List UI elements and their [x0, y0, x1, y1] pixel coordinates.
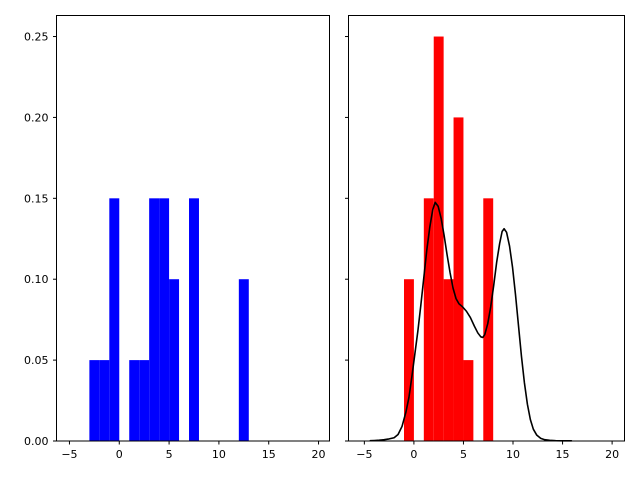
histogram-bar	[169, 279, 180, 441]
x-tick-label: 5	[166, 448, 173, 461]
x-tick-label: 15	[262, 448, 276, 461]
histogram-bar	[99, 360, 110, 441]
kde-curve	[369, 201, 573, 442]
y-tick-label: 0.15	[24, 192, 49, 205]
y-tick-label: 0.20	[24, 111, 49, 124]
histogram-bar	[129, 360, 140, 441]
histogram-bar	[89, 360, 100, 441]
x-tick-label: 20	[312, 448, 326, 461]
axes-frame	[348, 15, 625, 442]
histogram-bar	[433, 36, 444, 441]
y-tick-label: 0.00	[24, 435, 49, 448]
x-tick-label: −5	[61, 448, 77, 461]
histogram-bar	[238, 279, 249, 441]
x-tick-label: 0	[116, 448, 123, 461]
x-tick-label: 10	[212, 448, 226, 461]
histogram-bar	[159, 198, 170, 441]
x-tick-label: 10	[506, 448, 520, 461]
y-tick-label: 0.25	[24, 31, 49, 44]
left-subplot: −5 0 5 10 15 20 0.00 0.05 0.10 0.15 0.20 0.25	[24, 15, 330, 461]
histogram-bar	[463, 360, 474, 441]
histogram-bar	[149, 198, 160, 441]
histogram-bar	[423, 198, 434, 441]
axes-frame	[56, 15, 330, 442]
histogram-bar	[443, 279, 454, 441]
histogram-bar	[139, 360, 150, 441]
histogram-bar	[403, 279, 414, 441]
histogram-bar	[109, 198, 120, 441]
y-tick-label: 0.05	[24, 354, 49, 367]
x-tick-label: 0	[410, 448, 417, 461]
x-tick-label: −5	[356, 448, 372, 461]
histogram-bar	[189, 198, 199, 441]
histogram-bar	[453, 117, 464, 442]
y-tick-label: 0.10	[24, 273, 49, 286]
x-tick-label: 15	[556, 448, 570, 461]
x-tick-label: 5	[460, 448, 467, 461]
x-tick-label: 20	[605, 448, 619, 461]
right-subplot: −5 0 5 10 15 20	[345, 15, 625, 461]
